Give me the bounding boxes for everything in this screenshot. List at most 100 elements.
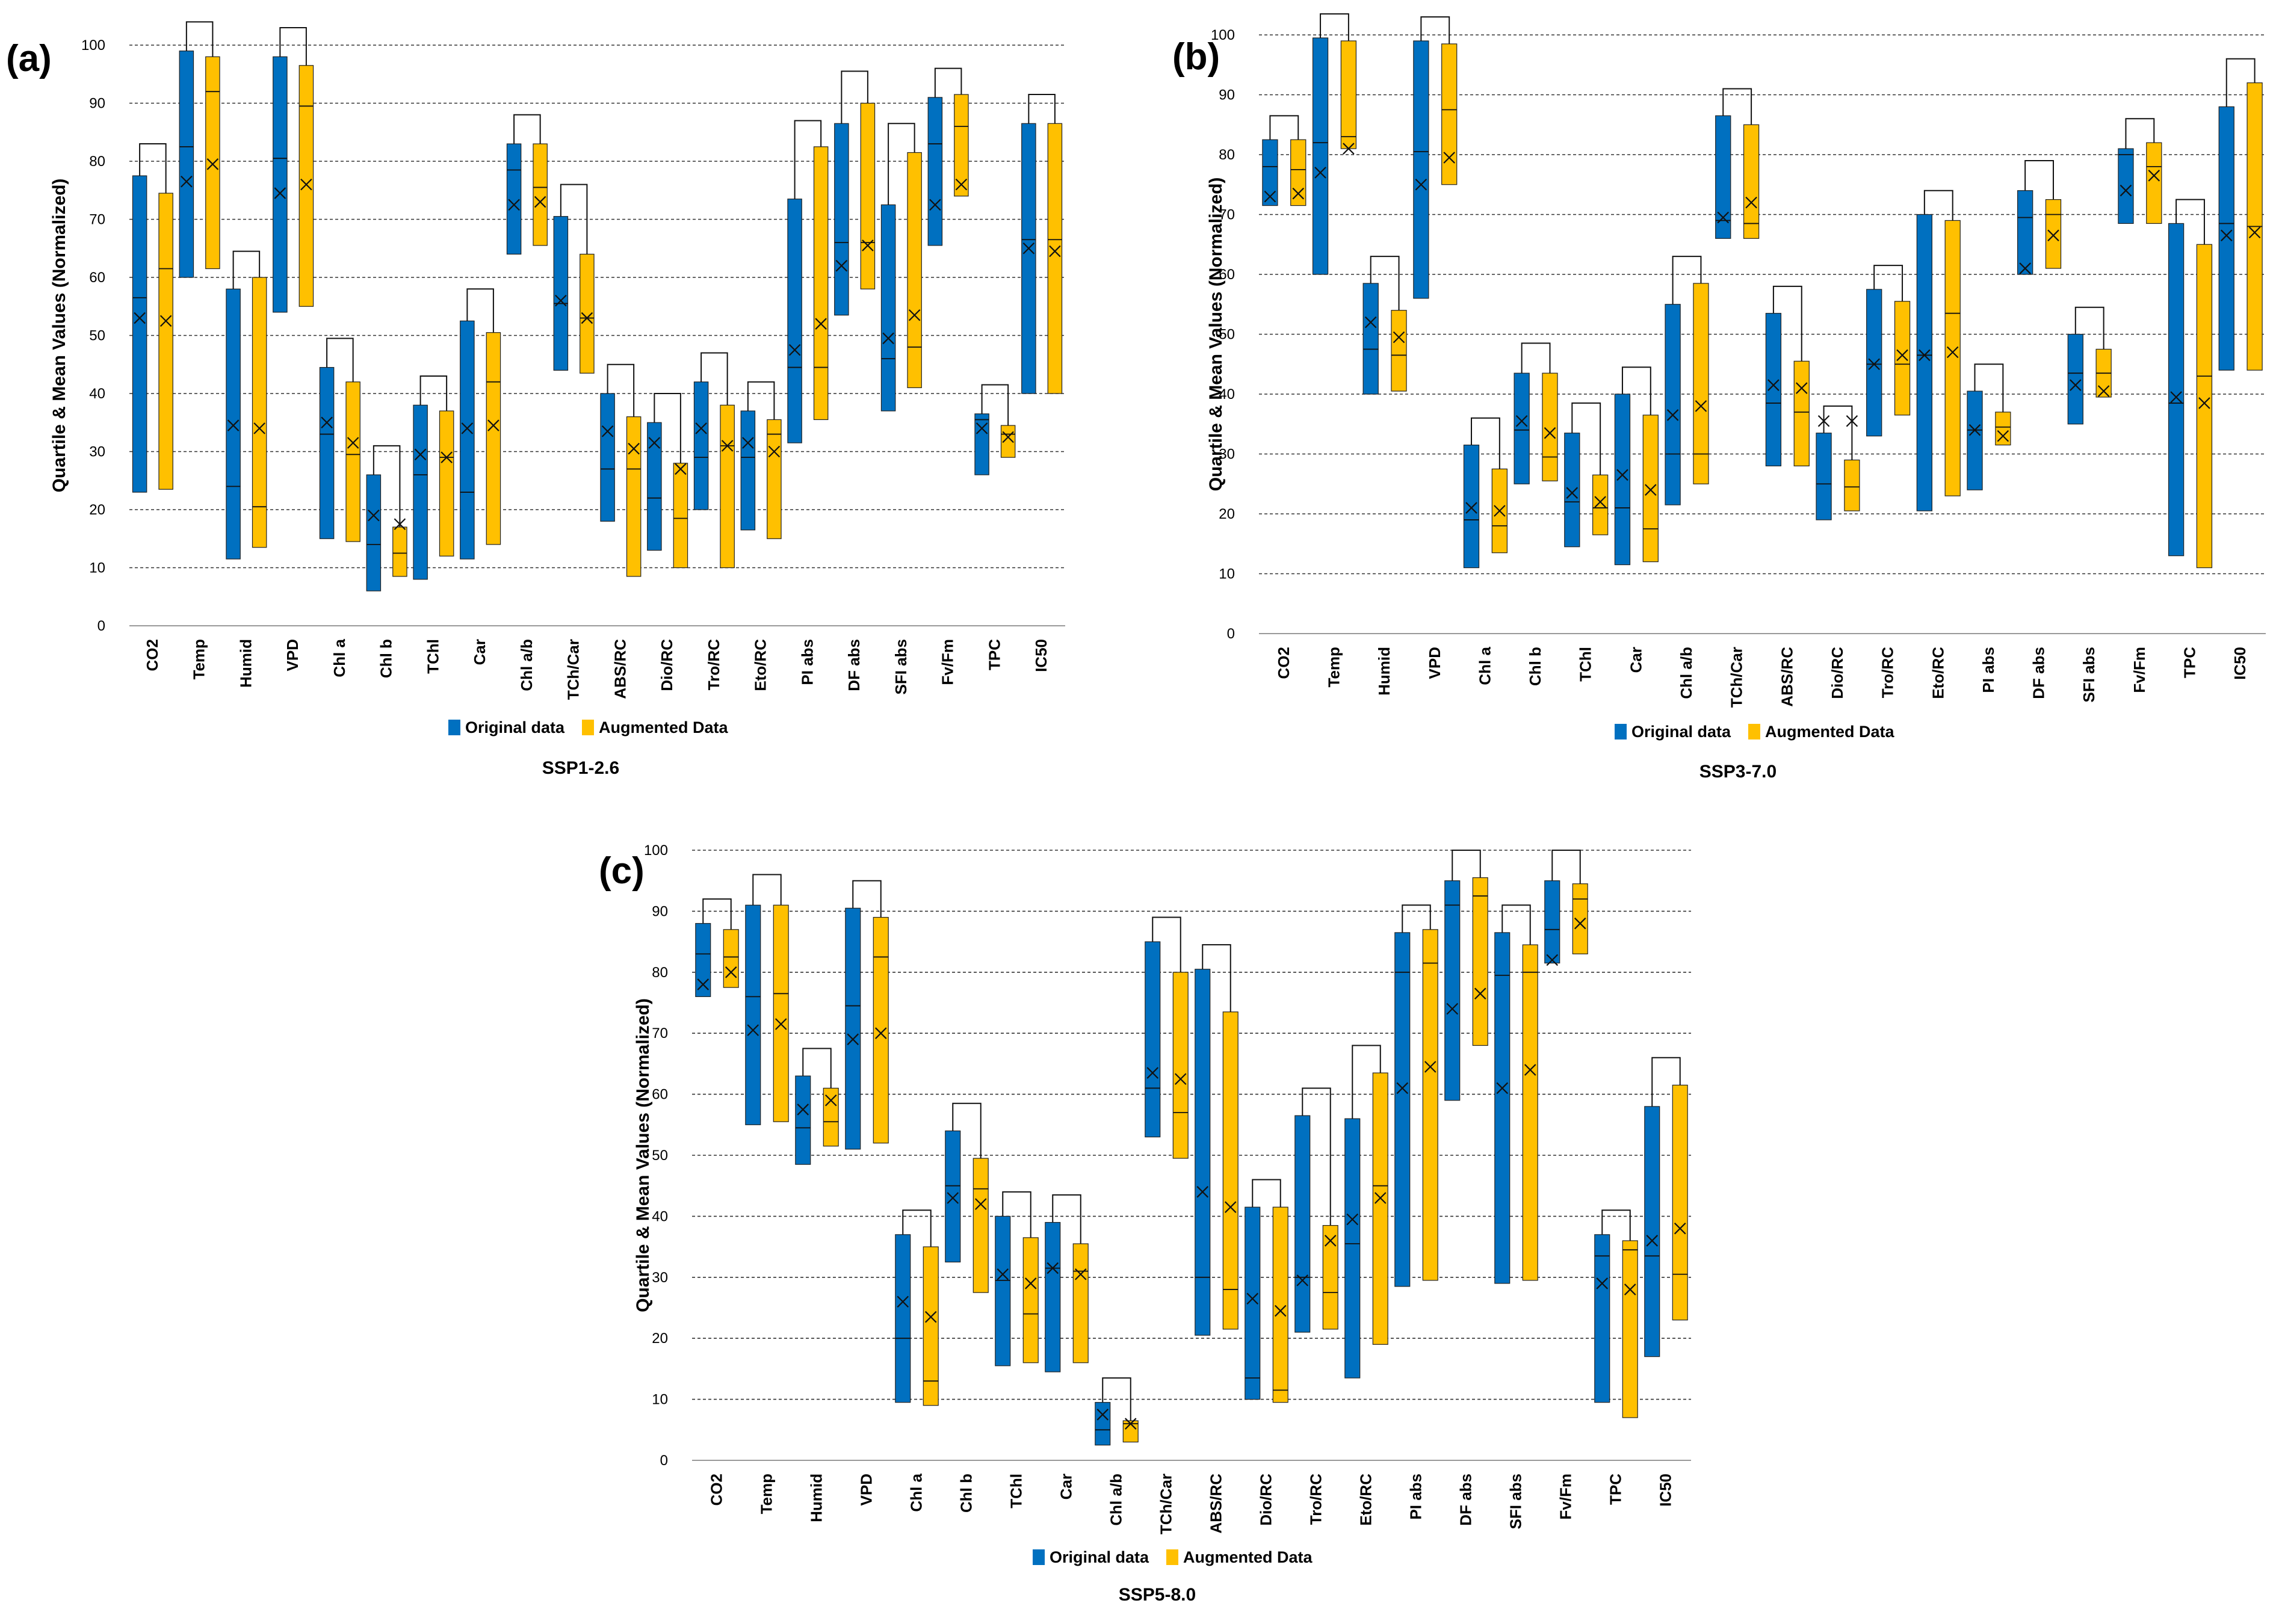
mean-marker [253, 422, 265, 434]
box-original [1145, 941, 1161, 1138]
box-original [413, 404, 428, 580]
y-tick-label: 80 [652, 965, 668, 981]
x-tick-label: ABS/RC [1778, 647, 1796, 707]
x-tick-label: Chl b [377, 639, 395, 678]
mean-marker [976, 422, 988, 434]
mean-marker [815, 318, 827, 330]
mean-marker [1868, 358, 1880, 371]
significance-bracket [841, 70, 868, 124]
box-augmented [773, 904, 789, 1122]
mean-marker [2120, 184, 2132, 197]
mean-marker [368, 509, 380, 522]
y-tick-label: 40 [89, 386, 105, 402]
significance-bracket [702, 898, 732, 930]
mean-marker [1594, 496, 1606, 508]
scenario-title: SSP1-2.6 [542, 758, 619, 778]
box-augmented [486, 332, 501, 545]
mean-marker [2248, 226, 2261, 239]
x-tick-label: Chl a/b [1677, 647, 1695, 699]
x-tick-label: TPC [2181, 647, 2199, 678]
y-tick-label: 80 [89, 153, 105, 170]
significance-bracket [1923, 190, 1953, 221]
box-augmented [1072, 1243, 1089, 1363]
y-axis-title: Quartile & Mean Values (Normalized) [49, 179, 69, 493]
box-augmented [1995, 412, 2011, 446]
significance-bracket [513, 114, 541, 144]
legend-label-original: Original data [1050, 1548, 1149, 1566]
mean-marker [1415, 178, 1427, 191]
x-tick-label: DF abs [1457, 1474, 1475, 1526]
box-original [1816, 433, 1832, 520]
y-tick-label: 20 [1219, 506, 1235, 522]
x-tick-label: Fv/Fm [2130, 647, 2148, 693]
box-augmented [2146, 142, 2162, 224]
mean-marker [1393, 331, 1405, 344]
box-original [1362, 283, 1379, 395]
mean-marker [1997, 430, 2009, 442]
significance-bracket [560, 184, 588, 255]
x-tick-label: DF abs [2030, 647, 2048, 699]
box-original [1463, 444, 1480, 569]
significance-bracket [902, 1209, 932, 1247]
box-augmented [923, 1246, 939, 1406]
mean-marker [1074, 1268, 1087, 1280]
mean-marker [1296, 1274, 1309, 1286]
x-tick-label: Dio/RC [658, 639, 676, 691]
box-original [1564, 433, 1580, 548]
significance-bracket [279, 27, 307, 66]
x-tick-label: PI abs [1979, 647, 1997, 693]
box-augmented [298, 65, 314, 307]
mean-marker [227, 419, 240, 431]
legend-swatch-original [1033, 1549, 1045, 1565]
mean-marker [1096, 1409, 1109, 1421]
box-original [945, 1130, 961, 1263]
mean-marker [747, 1024, 759, 1036]
y-tick-label: 100 [644, 842, 668, 859]
significance-bracket [1521, 342, 1551, 374]
significance-bracket [1202, 944, 1231, 1012]
box-original [845, 907, 861, 1150]
box-original [1514, 372, 1530, 484]
mean-marker [1049, 245, 1061, 258]
legend-swatch-augmented [582, 720, 594, 735]
box-original [1413, 40, 1429, 299]
box-original [1045, 1221, 1061, 1372]
mean-marker [997, 1268, 1009, 1280]
significance-bracket [1269, 115, 1299, 140]
x-tick-label: Chl a/b [518, 639, 536, 691]
significance-bracket [1370, 256, 1400, 310]
significance-bracket [1252, 1179, 1281, 1208]
mean-marker [1465, 502, 1477, 514]
significance-bracket [1302, 1087, 1331, 1226]
mean-marker [725, 966, 737, 978]
chart-panel-1: 0 10 20 30 40 50 60 70 80 90 100 Quartile & Mean Va… [6, 21, 1065, 778]
mean-marker [1246, 1292, 1259, 1305]
mean-marker [134, 312, 146, 324]
significance-bracket [794, 120, 822, 199]
mean-marker [1494, 505, 1506, 517]
legend-swatch-original [1615, 724, 1627, 739]
significance-bracket [1352, 1045, 1381, 1119]
mean-marker [882, 332, 894, 345]
significance-bracket [852, 880, 882, 918]
y-tick-label: 60 [89, 270, 105, 286]
mean-marker [1767, 379, 1780, 391]
x-tick-label: Eto/RC [1929, 647, 1947, 699]
y-tick-label: 10 [1219, 566, 1235, 582]
x-tick-label: ABS/RC [611, 639, 629, 699]
significance-bracket [700, 352, 728, 406]
x-tick-label: TCh/Car [1728, 647, 1746, 708]
mean-marker [414, 448, 427, 461]
box-augmented [673, 463, 688, 569]
y-tick-label: 0 [660, 1453, 668, 1469]
y-tick-label: 70 [1219, 207, 1235, 223]
mean-marker [347, 437, 359, 449]
x-tick-label: Eto/RC [752, 639, 770, 691]
x-tick-label: TPC [985, 639, 1003, 670]
box-original [1665, 304, 1681, 505]
x-tick-label: Chl a [1476, 646, 1494, 685]
significance-bracket [232, 250, 261, 289]
legend-label-augmented: Augmented Data [599, 718, 729, 736]
x-tick-label: Car [471, 639, 489, 665]
mean-marker [1946, 346, 1959, 359]
